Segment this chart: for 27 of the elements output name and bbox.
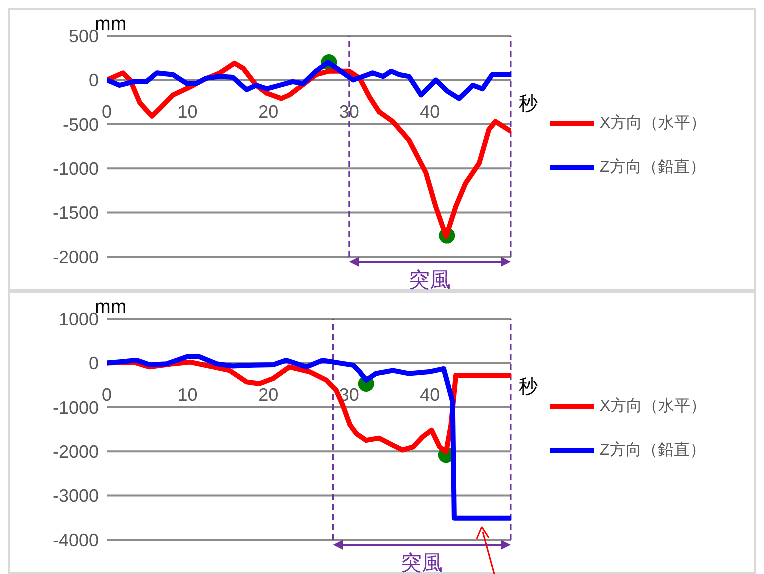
y-tick-label: -1500 — [52, 203, 99, 224]
x-tick-label: 40 — [420, 102, 440, 122]
y-tick-label: 0 — [88, 70, 99, 91]
x-axis-title: 秒 — [519, 377, 538, 398]
x-tick-label: 20 — [258, 102, 279, 122]
y-tick-label: -3000 — [52, 486, 99, 506]
y-tick-label: -1000 — [52, 158, 99, 179]
y-tick-label: -1000 — [52, 398, 99, 418]
x-axis-title: 秒 — [519, 94, 538, 116]
y-tick-label: -500 — [62, 114, 99, 135]
x-tick-label: 20 — [258, 385, 279, 406]
y-tick-label: 0 — [88, 354, 99, 374]
y-tick-label: -2000 — [52, 247, 99, 268]
x-tick-label: 0 — [102, 385, 112, 406]
y-tick-label: -4000 — [52, 530, 99, 550]
text: 突風 — [401, 552, 444, 574]
legend-label: Z方向（鉛直） — [600, 440, 706, 460]
legend-label: X方向（水平） — [600, 396, 707, 416]
legend-label: Z方向（鉛直） — [600, 158, 706, 178]
x-tick-label: 40 — [420, 385, 440, 406]
y-tick-label: -2000 — [52, 442, 99, 462]
x-tick-label: 30 — [339, 102, 360, 122]
x-tick-label: 10 — [178, 385, 198, 406]
x-tick-label: 0 — [102, 102, 112, 122]
x-tick-label: 10 — [178, 102, 198, 122]
legend-label: X方向（水平） — [600, 114, 707, 134]
text: 突風 — [409, 269, 452, 292]
